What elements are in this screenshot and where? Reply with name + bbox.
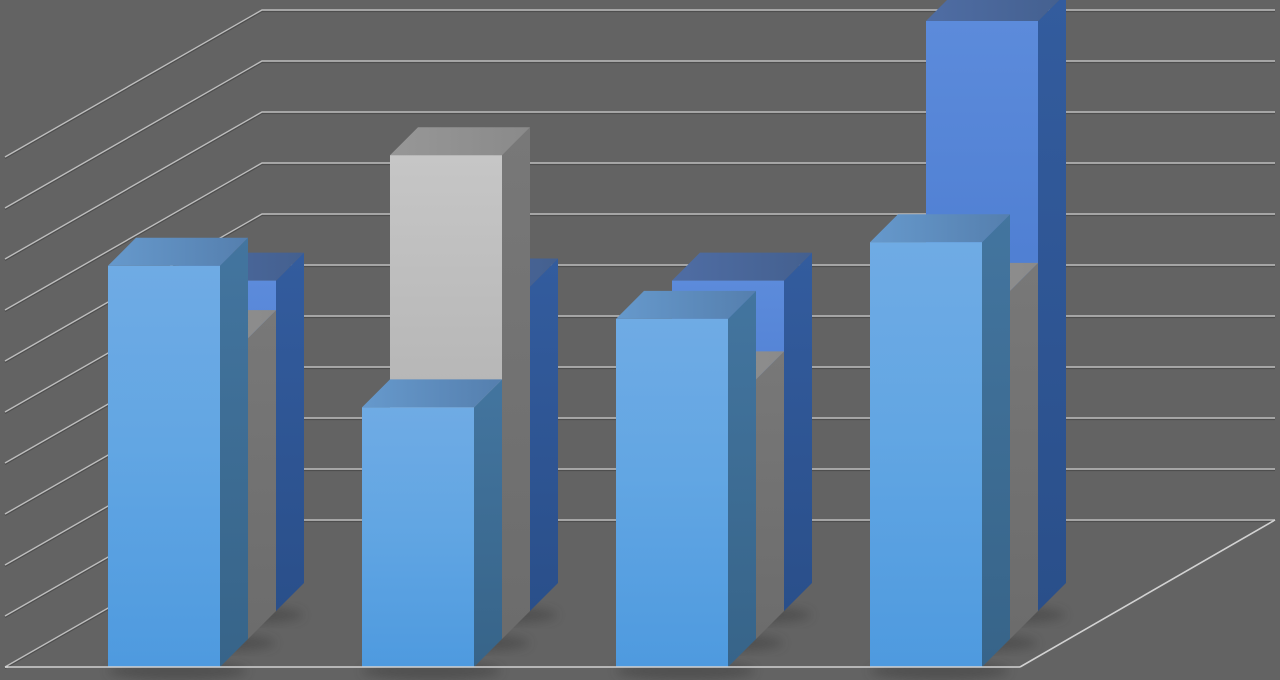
bar-4-series-1 bbox=[870, 214, 1010, 680]
bar-top-face bbox=[870, 214, 1010, 243]
floor-right-edge bbox=[1019, 519, 1276, 668]
bar-side-face bbox=[1010, 262, 1038, 639]
bar-side-face bbox=[728, 290, 756, 667]
bar-top-face bbox=[362, 379, 502, 408]
bar-side-face bbox=[276, 252, 304, 611]
bar-top-face bbox=[926, 0, 1059, 21]
bar-side-face bbox=[756, 351, 784, 639]
bar-side-face bbox=[530, 258, 558, 611]
bar-side-face bbox=[1038, 0, 1066, 611]
bar-1-series-1 bbox=[108, 237, 248, 680]
bar-side-face bbox=[784, 252, 812, 611]
bar-side-face bbox=[982, 214, 1010, 667]
bar-3-series-1 bbox=[616, 290, 756, 680]
bar-top-face bbox=[672, 252, 812, 281]
bar-side-face bbox=[474, 379, 502, 667]
bar-side-face bbox=[502, 127, 530, 639]
bars-group bbox=[108, 0, 1066, 680]
bar-front-face bbox=[108, 265, 220, 667]
bar-front-face bbox=[362, 407, 474, 667]
bar-top-face bbox=[390, 127, 530, 156]
bar-side-face bbox=[248, 310, 276, 639]
bar-top-face bbox=[108, 237, 248, 266]
floor-edges bbox=[5, 519, 1276, 668]
bar-side-face bbox=[220, 237, 248, 668]
bar-2-series-1 bbox=[362, 379, 502, 680]
bar-front-face bbox=[870, 242, 982, 667]
bar-top-face bbox=[616, 290, 756, 319]
bar-front-face bbox=[616, 318, 728, 667]
